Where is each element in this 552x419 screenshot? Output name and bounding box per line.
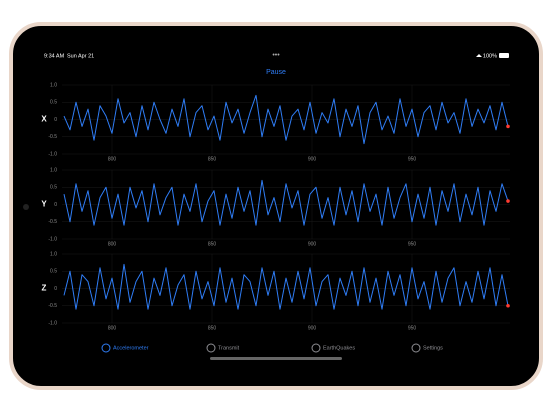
tab-icon [101,343,111,353]
line-chart: 1.0 0.5 0 -0.5 -1.0 800 850 900 950 Y [41,167,510,247]
tab-label[interactable]: EarthQuakes [323,345,355,351]
tab[interactable]: Settings [411,343,443,353]
x-tick-label: 850 [208,325,217,331]
y-tick-label: 0 [54,202,57,208]
latest-point [506,303,510,308]
home-indicator [210,357,342,360]
y-tick-label: 0 [54,286,57,292]
y-tick-label: 0 [54,117,57,123]
status-time: 9:34 AM [44,53,65,59]
tab-label[interactable]: Accelerometer [113,345,149,351]
x-tick-label: 800 [108,325,117,331]
battery-icon [499,53,509,58]
x-tick-label: 950 [408,156,417,162]
x-tick-label: 800 [108,156,117,162]
latest-point [506,124,510,129]
y-tick-label: -1.0 [48,151,57,157]
x-tick-label: 900 [308,156,317,162]
tab-icon [206,343,216,353]
pause-button[interactable]: Pause [266,69,286,76]
y-tick-label: 0.5 [50,100,57,106]
tab-label[interactable]: Settings [423,345,443,351]
x-tick-label: 950 [408,325,417,331]
y-tick-label: -1.0 [48,320,57,326]
tab[interactable]: EarthQuakes [311,343,355,353]
y-tick-label: -0.5 [48,219,57,225]
y-tick-label: -0.5 [48,303,57,309]
tab-label[interactable]: Transmit [218,345,240,351]
y-tick-label: 1.0 [50,82,57,88]
tab-bar: Accelerometer Transmit EarthQuakes Settings [101,343,443,353]
latest-point [506,199,510,203]
data-line [63,94,509,145]
tab-icon [411,343,421,353]
y-tick-label: 1.0 [50,251,57,257]
y-tick-label: 1.0 [50,167,57,173]
x-tick-label: 900 [308,325,317,331]
y-tick-label: -1.0 [48,236,57,242]
data-line [63,179,509,226]
x-tick-label: 850 [208,241,217,247]
y-tick-label: 0.5 [50,185,57,191]
status-date: Sun Apr 21 [67,53,94,59]
axis-label: X [41,115,47,124]
battery-level: 100% [483,53,497,59]
axis-label: Z [42,284,47,293]
x-tick-label: 900 [308,241,317,247]
line-chart: 1.0 0.5 0 -0.5 -1.0 800 850 900 950 X [41,82,510,162]
x-tick-label: 950 [408,241,417,247]
x-tick-label: 850 [208,156,217,162]
y-tick-label: 0.5 [50,269,57,275]
line-chart: 1.0 0.5 0 -0.5 -1.0 800 850 900 950 Z [42,251,510,331]
charts: 1.0 0.5 0 -0.5 -1.0 800 850 900 950 X 1.0 0.5 0 -0.5 -… [41,82,510,331]
camera [23,204,29,210]
x-tick-label: 800 [108,241,117,247]
data-line [63,263,509,310]
tab[interactable]: Transmit [206,343,240,353]
multitask-dots[interactable]: ••• [272,52,280,59]
axis-label: Y [41,200,47,209]
y-tick-label: -0.5 [48,134,57,140]
wifi-icon [476,54,482,57]
tab-icon [311,343,321,353]
tab[interactable]: Accelerometer [101,343,149,353]
